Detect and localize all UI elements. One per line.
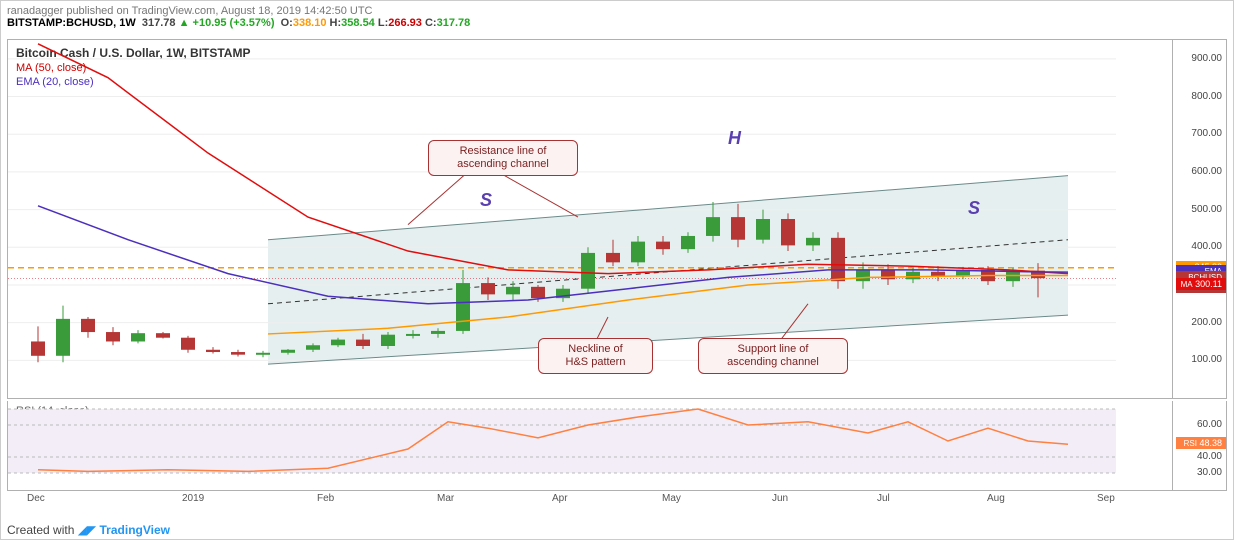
x-tick-label: Dec [27, 493, 45, 504]
x-tick-label: Feb [317, 493, 334, 504]
last-price: 317.78 [142, 17, 176, 29]
x-tick-label: 2019 [182, 493, 204, 504]
x-tick-label: Sep [1097, 493, 1115, 504]
time-axis: Dec 2019 Feb Mar Apr May Jun Jul Aug Sep [7, 493, 1227, 511]
rsi-plot[interactable] [8, 401, 1172, 490]
footer: Created with ◢◤ TradingView [7, 523, 170, 537]
rsi-badge: RSI 48.38 [1176, 437, 1226, 449]
x-tick-label: May [662, 493, 681, 504]
annotation-callout: Neckline ofH&S pattern [538, 338, 653, 374]
price-chart[interactable]: Bitcoin Cash / U.S. Dollar, 1W, BITSTAMP… [7, 39, 1227, 399]
change: +10.95 (+3.57%) [193, 17, 275, 29]
pattern-label: S [968, 198, 980, 219]
ohlc-o: 338.10 [293, 17, 327, 29]
rsi-pane[interactable]: RSI (14, close) 30.0040.0060.00RSI 48.38 [7, 401, 1227, 491]
publish-line: ranadagger published on TradingView.com,… [7, 5, 1227, 17]
ohlc-h: 358.54 [341, 17, 375, 29]
annotation-callout: Resistance line ofascending channel [428, 140, 578, 176]
annotation-callout: Support line ofascending channel [698, 338, 848, 374]
ohlc-l: 266.93 [388, 17, 422, 29]
x-tick-label: Jun [772, 493, 788, 504]
x-tick-label: Mar [437, 493, 454, 504]
pattern-label: S [480, 190, 492, 211]
price-yaxis: 100.00200.00300.00400.00500.00600.00700.… [1172, 40, 1226, 398]
symbol: BITSTAMP:BCHUSD, 1W [7, 17, 136, 29]
rsi-yaxis: 30.0040.0060.00RSI 48.38 [1172, 401, 1226, 490]
header: ranadagger published on TradingView.com,… [1, 1, 1233, 33]
price-badge: MA 300.11 [1176, 278, 1226, 290]
pattern-label: H [728, 128, 741, 149]
x-tick-label: Apr [552, 493, 568, 504]
brand[interactable]: TradingView [100, 523, 170, 537]
x-tick-label: Jul [877, 493, 890, 504]
price-plot[interactable]: Resistance line ofascending channel Neckl… [8, 40, 1172, 398]
ohlc-c: 317.78 [437, 17, 471, 29]
x-tick-label: Aug [987, 493, 1005, 504]
tradingview-logo-icon: ◢◤ [78, 523, 96, 537]
chart-container: ranadagger published on TradingView.com,… [0, 0, 1234, 540]
